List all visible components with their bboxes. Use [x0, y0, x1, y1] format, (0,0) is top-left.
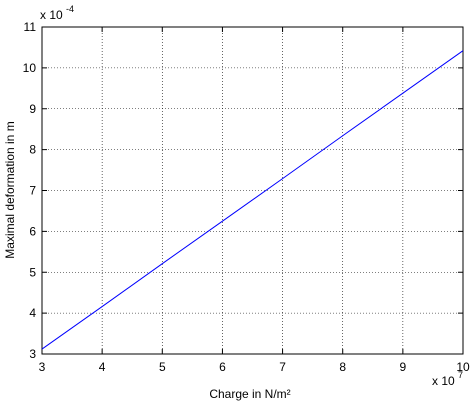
y-tick-label: 7 — [29, 184, 36, 198]
y-tick-label: 10 — [23, 61, 37, 75]
data-line — [41, 50, 464, 350]
x-multiplier-base: x 10 — [432, 374, 455, 388]
x-tick-label: 8 — [339, 360, 346, 374]
x-tick-label: 3 — [39, 360, 46, 374]
x-tick-label: 6 — [219, 360, 226, 374]
y-axis-label: Maximal deformation in m — [3, 121, 17, 258]
x-tick-label: 7 — [279, 360, 286, 374]
x-multiplier-exponent: 7 — [458, 370, 463, 380]
x-tick-label: 10 — [456, 360, 470, 374]
y-tick-label: 5 — [29, 265, 36, 279]
y-tick-label: 3 — [29, 347, 36, 361]
y-tick-label: 11 — [24, 20, 37, 34]
y-multiplier-exponent: -4 — [66, 4, 74, 14]
x-axis-label: Charge in N/m² — [209, 387, 290, 401]
x-tick-label: 5 — [159, 360, 166, 374]
y-tick-label: 4 — [29, 306, 36, 320]
y-multiplier-base: x 10 — [40, 8, 63, 22]
y-tick-label: 8 — [29, 143, 36, 157]
x-tick-label: 9 — [400, 360, 407, 374]
y-tick-label: 9 — [29, 102, 36, 116]
x-tick-label: 4 — [99, 360, 106, 374]
plot-frame — [41, 26, 464, 355]
y-tick-label: 6 — [29, 224, 36, 238]
